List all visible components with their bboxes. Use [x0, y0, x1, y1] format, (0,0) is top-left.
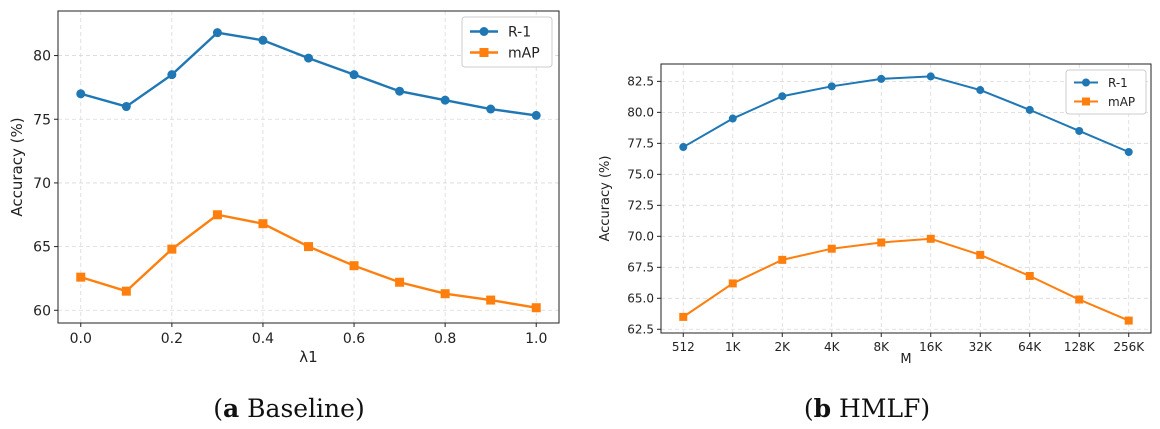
data-point-r-1	[531, 110, 541, 120]
x-axis-label: M	[900, 352, 911, 367]
data-point-r-1	[212, 28, 222, 38]
data-point-r-1	[778, 92, 787, 101]
series-line-r-1	[682, 75, 1130, 153]
y-tick-label: 75	[33, 112, 51, 128]
x-tick-label: 64K	[1018, 340, 1042, 354]
legend-label-map: mAP	[1108, 95, 1135, 109]
data-point-r-1	[121, 102, 131, 112]
data-point-r-1	[1075, 126, 1084, 135]
data-point-map	[304, 242, 313, 252]
data-point-r-1	[1025, 105, 1034, 114]
data-point-map	[212, 210, 222, 220]
x-tick-label: 128K	[1064, 340, 1096, 354]
y-tick-label: 77.5	[627, 137, 654, 151]
data-point-r-1	[76, 89, 86, 99]
y-axis-label: Accuracy (%)	[8, 117, 26, 216]
x-tick-label: 512	[672, 340, 695, 354]
series-line-map	[682, 237, 1130, 322]
x-tick-label: 2K	[775, 340, 792, 354]
x-tick-label: 16K	[919, 340, 943, 354]
x-axis-label: λ1	[299, 348, 317, 366]
data-point-map	[1025, 271, 1034, 280]
x-tick-label: 1.0	[525, 331, 547, 347]
caption-baseline: (a Baseline)	[213, 394, 364, 423]
x-tick-label: 0.2	[161, 331, 183, 347]
data-point-r-1	[304, 53, 313, 63]
data-point-map	[679, 312, 688, 321]
data-point-r-1	[258, 35, 268, 45]
y-tick-label: 70	[33, 176, 51, 192]
y-tick-label: 65.0	[627, 292, 654, 306]
data-point-map	[258, 219, 268, 229]
legend-marker-map	[1082, 97, 1090, 106]
data-point-r-1	[395, 86, 405, 96]
data-point-map	[395, 277, 405, 287]
x-tick-label: 0.4	[252, 331, 274, 347]
data-point-r-1	[486, 104, 496, 114]
data-point-r-1	[926, 72, 935, 81]
data-point-r-1	[976, 86, 985, 95]
data-point-r-1	[440, 95, 450, 105]
data-point-map	[76, 272, 86, 282]
chart-hmlf: 512 1K 2K 4K 8K 16K 32K 64K 128K 256K 62.5 65.0 67.5…	[598, 63, 1152, 367]
data-point-map	[486, 295, 496, 305]
data-point-r-1	[349, 70, 359, 80]
plot-frame	[57, 10, 560, 324]
data-point-r-1	[728, 114, 737, 123]
y-tick-label: 72.5	[627, 199, 654, 213]
x-tick-label: 0.8	[434, 331, 456, 347]
data-point-map	[349, 261, 359, 271]
y-tick-label: 65	[33, 240, 51, 256]
data-point-r-1	[679, 143, 688, 152]
legend-marker-r-1	[479, 27, 489, 36]
legend-marker-map	[479, 48, 489, 57]
y-tick-label: 82.5	[627, 75, 654, 89]
y-tick-label: 75.0	[627, 168, 654, 182]
data-point-r-1	[167, 70, 177, 80]
data-point-r-1	[1124, 148, 1133, 157]
y-tick-label: 80.0	[627, 106, 654, 120]
y-tick-label: 62.5	[627, 323, 654, 337]
x-tick-label: 8K	[873, 340, 890, 354]
legend-label-map: mAP	[508, 46, 540, 62]
y-tick-label: 67.5	[627, 261, 654, 275]
x-tick-label: 0.6	[343, 331, 365, 347]
plot-frame	[660, 63, 1152, 334]
series-line-map	[80, 213, 537, 309]
data-point-map	[778, 255, 787, 264]
data-point-map	[728, 279, 737, 288]
data-point-map	[976, 250, 985, 259]
x-tick-label: 4K	[824, 340, 841, 354]
legend-marker-r-1	[1082, 78, 1090, 87]
x-tick-label: 32K	[969, 340, 993, 354]
y-axis-label: Accuracy (%)	[598, 156, 613, 242]
legend-label-r-1: R-1	[1108, 76, 1128, 90]
x-tick-label: 0.0	[70, 331, 92, 347]
data-point-map	[121, 286, 131, 296]
y-tick-label: 60	[33, 303, 51, 319]
data-point-map	[531, 303, 541, 313]
data-point-map	[827, 244, 836, 253]
data-point-map	[167, 244, 177, 254]
data-point-r-1	[877, 74, 886, 83]
y-tick-label: 80	[33, 49, 51, 65]
data-point-map	[926, 234, 935, 243]
legend-label-r-1: R-1	[508, 25, 531, 41]
data-point-map	[1124, 316, 1133, 325]
chart-baseline: 0.0 0.2 0.4 0.6 0.8 1.0 60 65 70 75 80 λ1 Accuracy (…	[8, 10, 560, 366]
data-point-map	[440, 289, 450, 299]
data-point-map	[877, 238, 886, 247]
data-point-r-1	[827, 82, 836, 91]
data-point-map	[1075, 295, 1084, 304]
caption-hmlf: (b HMLF)	[804, 394, 930, 423]
y-tick-label: 70.0	[627, 230, 654, 244]
x-tick-label: 256K	[1113, 340, 1145, 354]
x-tick-label: 1K	[725, 340, 742, 354]
